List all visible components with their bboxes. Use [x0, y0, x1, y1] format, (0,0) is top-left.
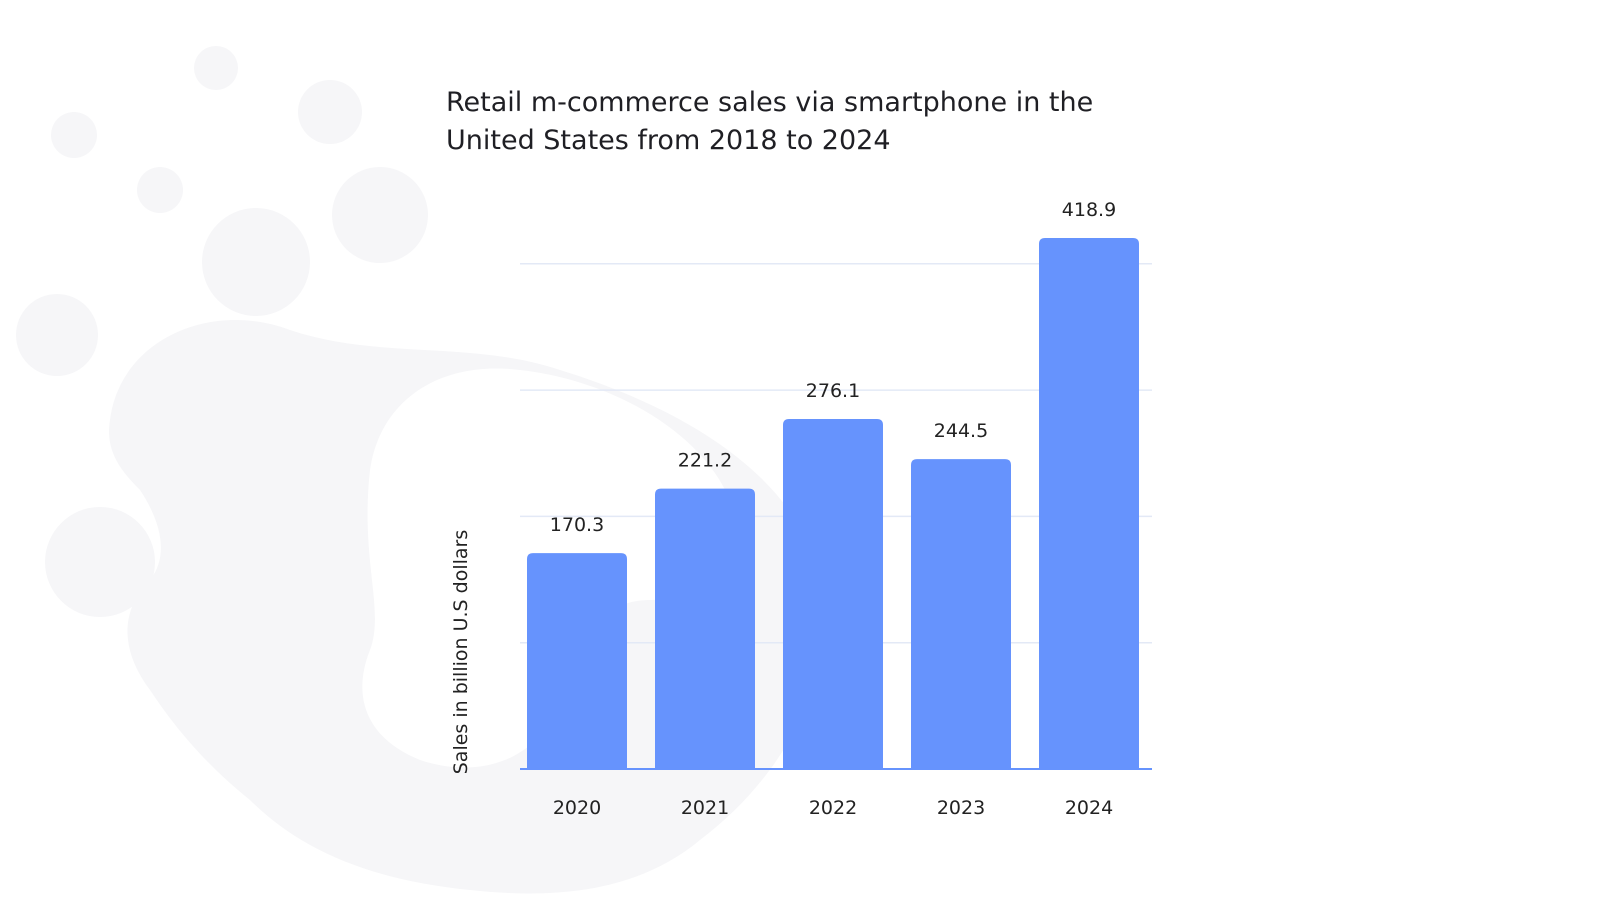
- bar-2023[interactable]: [911, 459, 1011, 769]
- value-label-2024: 418.9: [1062, 199, 1116, 221]
- x-tick-2021: 2021: [681, 797, 729, 819]
- bar-2024[interactable]: [1039, 238, 1139, 769]
- x-tick-2023: 2023: [937, 797, 985, 819]
- value-label-2023: 244.5: [934, 420, 988, 442]
- bar-2021[interactable]: [655, 488, 755, 769]
- y-axis-title: Sales in billion U.S dollars: [450, 530, 472, 775]
- value-labels: 170.3 221.2 276.1 244.5 418.9: [550, 199, 1116, 536]
- x-tick-2020: 2020: [553, 797, 601, 819]
- value-label-2021: 221.2: [678, 450, 732, 472]
- value-label-2022: 276.1: [806, 380, 860, 402]
- x-tick-labels: 2020 2021 2022 2023 2024: [553, 797, 1113, 819]
- bars: [527, 238, 1139, 769]
- bar-2020[interactable]: [527, 553, 627, 769]
- chart-title: Retail m-commerce sales via smartphone i…: [446, 87, 1094, 156]
- x-tick-2022: 2022: [809, 797, 857, 819]
- x-tick-2024: 2024: [1065, 797, 1113, 819]
- value-label-2020: 170.3: [550, 514, 604, 536]
- bar-2022[interactable]: [783, 419, 883, 769]
